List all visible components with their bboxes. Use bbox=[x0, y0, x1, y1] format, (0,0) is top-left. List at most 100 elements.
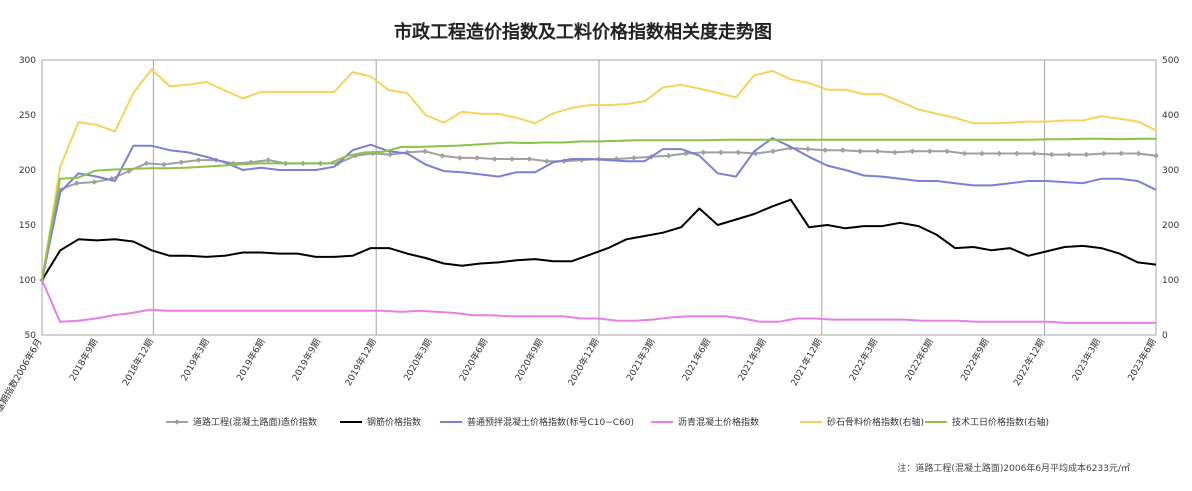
x-tick-label: 2021年3期 bbox=[624, 337, 658, 383]
data-point-marker bbox=[56, 187, 63, 193]
data-point-marker bbox=[822, 147, 829, 153]
x-tick-label: 2022年3期 bbox=[846, 337, 880, 383]
grid-layer bbox=[41, 59, 1157, 336]
data-point-marker bbox=[195, 157, 202, 163]
data-point-marker bbox=[108, 176, 115, 182]
x-tick-label: 2022年9期 bbox=[958, 337, 992, 383]
x-tick-label: 2022年12期 bbox=[1011, 337, 1048, 388]
legend-label: 砂石骨料价格指数(右轴) bbox=[827, 416, 924, 428]
data-point-marker bbox=[578, 157, 585, 163]
y-left-tick-label: 300 bbox=[19, 56, 36, 66]
data-point-marker bbox=[752, 150, 759, 157]
data-point-marker bbox=[1118, 150, 1124, 157]
data-point-marker bbox=[700, 149, 707, 156]
y-left-tick-label: 100 bbox=[19, 276, 36, 286]
y-right-tick-label: 400 bbox=[1162, 111, 1179, 121]
x-tick-label: 2023年6期 bbox=[1125, 337, 1159, 383]
data-point-marker bbox=[665, 152, 672, 159]
data-point-marker bbox=[1135, 150, 1142, 157]
data-point-marker bbox=[352, 152, 359, 159]
legend-label: 普通预拌混凝土价格指数(标号C10~C60) bbox=[467, 416, 634, 428]
y-right-tick-label: 200 bbox=[1162, 221, 1179, 231]
legend-label: 道路工程(混凝土路面)造价指数 bbox=[193, 416, 317, 428]
chart-title: 市政工程造价指数及工料价格指数相关度走势图 bbox=[394, 21, 772, 43]
data-point-marker bbox=[926, 148, 933, 155]
data-point-marker bbox=[509, 156, 515, 162]
axis-layer: 50 100 150 200 250 300 0 100 200 300 400 500 基期指数200… bbox=[0, 56, 1179, 414]
y-left-tick-label: 200 bbox=[19, 166, 36, 176]
data-point-marker bbox=[892, 149, 898, 156]
data-point-marker bbox=[787, 145, 794, 151]
data-point-marker bbox=[474, 155, 480, 161]
data-point-marker bbox=[909, 148, 916, 155]
x-tick-label: 2019年12期 bbox=[342, 337, 379, 388]
data-point-marker bbox=[718, 149, 724, 156]
data-point-marker bbox=[1048, 151, 1055, 158]
x-tick-label: 2021年12期 bbox=[788, 337, 825, 388]
data-point-marker bbox=[1100, 150, 1107, 157]
legend-label: 沥青混凝土价格指数 bbox=[678, 416, 759, 428]
data-point-marker bbox=[735, 149, 742, 156]
series-line-5 bbox=[41, 68, 1157, 281]
data-point-marker bbox=[456, 155, 463, 161]
x-tick-label: 2020年12期 bbox=[565, 337, 602, 388]
y-left-tick-label: 50 bbox=[25, 331, 37, 341]
x-tick-label: 2021年9期 bbox=[735, 337, 769, 383]
data-point-marker bbox=[543, 158, 550, 164]
data-point-marker bbox=[996, 150, 1003, 157]
data-point-marker bbox=[979, 150, 985, 157]
data-point-marker bbox=[439, 152, 446, 159]
data-point-marker bbox=[491, 156, 498, 162]
y-right-tick-label: 300 bbox=[1162, 166, 1179, 176]
x-tick-label: 2018年12期 bbox=[119, 337, 156, 388]
y-right-tick-label: 100 bbox=[1162, 276, 1179, 286]
x-tick-label: 2019年9期 bbox=[289, 337, 323, 383]
data-point-marker bbox=[631, 155, 637, 161]
legend-marker bbox=[174, 419, 180, 425]
data-point-marker bbox=[770, 148, 776, 155]
x-tick-label: 2020年9期 bbox=[512, 337, 546, 383]
data-point-marker bbox=[805, 146, 811, 152]
data-point-marker bbox=[613, 156, 620, 162]
data-point-marker bbox=[404, 149, 411, 156]
y-left-tick-label: 250 bbox=[19, 111, 36, 121]
y-left-tick-label: 150 bbox=[19, 221, 36, 231]
data-point-marker bbox=[74, 180, 80, 186]
data-point-marker bbox=[874, 148, 881, 155]
x-tick-label: 2019年3期 bbox=[178, 337, 212, 383]
chart-note: 注：道路工程(混凝土路面)2006年6月平均成本6233元/㎡ bbox=[897, 462, 1130, 474]
y-right-tick-label: 0 bbox=[1162, 331, 1168, 341]
data-point-marker bbox=[526, 156, 533, 162]
data-point-marker bbox=[1031, 150, 1037, 157]
data-point-marker bbox=[265, 157, 272, 163]
data-point-marker bbox=[1066, 151, 1072, 158]
data-point-marker bbox=[857, 148, 863, 155]
series-line-4 bbox=[41, 279, 1156, 324]
x-tick-label: 2022年6期 bbox=[902, 337, 936, 383]
series-line-2 bbox=[41, 198, 1157, 281]
data-point-marker bbox=[961, 150, 968, 157]
data-point-marker bbox=[944, 148, 950, 155]
x-tick-label: 2020年6期 bbox=[456, 336, 490, 382]
data-point-marker bbox=[1083, 151, 1090, 158]
x-tick-label: 2018年9期 bbox=[67, 337, 101, 383]
data-point-marker bbox=[178, 159, 185, 166]
series-layer bbox=[39, 68, 1159, 324]
data-point-marker bbox=[683, 150, 689, 157]
series-line-3 bbox=[41, 137, 1157, 281]
data-point-marker bbox=[839, 147, 846, 153]
y-right-tick-label: 500 bbox=[1162, 56, 1179, 66]
x-tick-label: 基期指数2006年6月 bbox=[0, 337, 45, 415]
data-point-marker bbox=[91, 179, 98, 185]
legend-label: 技术工日价格指数(右轴) bbox=[952, 416, 1049, 428]
data-point-marker bbox=[161, 161, 167, 168]
data-point-marker bbox=[422, 148, 428, 155]
x-tick-label: 2020年3期 bbox=[401, 337, 435, 383]
data-point-marker bbox=[1153, 152, 1159, 159]
data-point-marker bbox=[387, 151, 393, 158]
data-point-marker bbox=[1013, 150, 1020, 157]
data-point-marker bbox=[143, 160, 150, 167]
x-tick-label: 2023年3期 bbox=[1069, 337, 1103, 383]
